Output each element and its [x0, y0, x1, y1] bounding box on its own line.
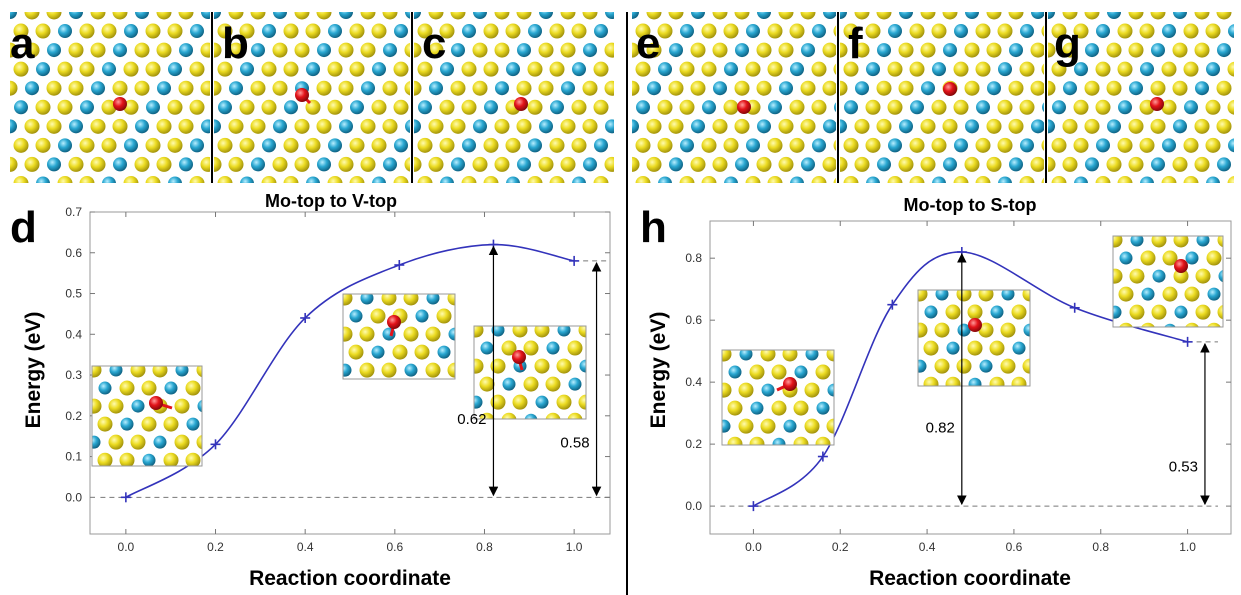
panel-label-e: e [636, 19, 660, 68]
chart-h-ticks: 0.0 0.2 0.4 0.6 0.8 1.0 0.0 0.2 0.4 0.6 0.8 [685, 221, 1231, 554]
data-point-marker [887, 299, 898, 310]
data-point-marker [748, 501, 759, 512]
chart-h: h Mo-top to S-top 0.0 0.2 0.4 0.6 0.8 1.00.00… [640, 195, 1232, 590]
y-tick-label: 0.5 [65, 287, 82, 301]
chart-h-ylabel: Energy (eV) [647, 312, 670, 429]
x-tick-label: 0.2 [832, 540, 849, 554]
y-tick-label: 0.6 [65, 246, 82, 260]
chart-d-reaction-energy-label: 0.58 [560, 435, 589, 452]
inset-d-transition [342, 293, 456, 380]
data-point-marker [569, 255, 580, 266]
y-tick-label: 0.8 [685, 251, 702, 265]
x-tick-label: 0.2 [207, 540, 224, 554]
y-tick-label: 0.0 [685, 499, 702, 513]
panel-label-d: d [10, 203, 37, 252]
x-tick-label: 0.6 [1006, 540, 1023, 554]
data-point-marker [817, 451, 828, 462]
inset-h-initial [721, 349, 835, 446]
x-tick-label: 0.4 [297, 540, 314, 554]
chart-d-barrier-label: 0.62 [457, 411, 486, 428]
inset-h-final [1112, 235, 1224, 328]
chart-d-title: Mo-top to V-top [265, 191, 397, 211]
x-tick-label: 0.6 [386, 540, 403, 554]
lattice-panel-c [414, 12, 614, 183]
lattice-panels [10, 12, 1234, 183]
panel-label-a: a [10, 19, 35, 68]
lattice-panel-f [840, 12, 1044, 183]
data-point-marker [120, 492, 131, 503]
chart-h-reaction-energy-label: 0.53 [1169, 459, 1198, 476]
panel-label-g: g [1054, 19, 1081, 68]
adatom [737, 100, 751, 114]
lattice-panel-e [632, 12, 836, 183]
lattice-panel-b [214, 12, 410, 183]
y-tick-label: 0.4 [685, 375, 702, 389]
y-tick-label: 0.7 [65, 205, 82, 219]
chart-d-frame [89, 211, 611, 535]
chart-d: d Mo-top to V-top 0.0 0.2 0.4 0.6 0.8 1.00.00… [10, 191, 611, 590]
chart-h-frame [709, 220, 1232, 535]
inset-h-transition [917, 289, 1031, 387]
y-tick-label: 0.2 [685, 437, 702, 451]
panel-label-h: h [640, 203, 667, 252]
inset-d-initial [91, 365, 203, 467]
data-point-marker [300, 312, 311, 323]
y-tick-label: 0.6 [685, 313, 702, 327]
y-tick-label: 0.0 [65, 490, 82, 504]
panel-label-c: c [422, 19, 446, 68]
adatom [514, 97, 528, 111]
x-tick-label: 0.0 [745, 540, 762, 554]
panel-label-b: b [222, 19, 249, 68]
chart-h-barrier-label: 0.82 [926, 419, 955, 436]
lattice-panel-a [10, 12, 210, 183]
y-tick-label: 0.4 [65, 327, 82, 341]
y-tick-label: 0.1 [65, 450, 82, 464]
y-tick-label: 0.3 [65, 368, 82, 382]
chart-d-xlabel: Reaction coordinate [249, 567, 451, 590]
data-point-marker [210, 439, 221, 450]
data-point-marker [1182, 336, 1193, 347]
chart-d-points [120, 239, 580, 503]
chart-h-xlabel: Reaction coordinate [869, 567, 1071, 590]
x-tick-label: 0.4 [919, 540, 936, 554]
chart-h-title: Mo-top to S-top [904, 195, 1037, 215]
chart-d-ylabel: Energy (eV) [22, 312, 45, 429]
x-tick-label: 0.8 [476, 540, 493, 554]
data-point-marker [1069, 302, 1080, 313]
adatom [943, 82, 957, 96]
x-tick-label: 0.0 [118, 540, 135, 554]
adatom [1150, 97, 1164, 111]
adatom [295, 88, 309, 102]
x-tick-label: 1.0 [566, 540, 583, 554]
x-tick-label: 1.0 [1179, 540, 1196, 554]
lattice-panel-g [1048, 12, 1234, 183]
adatom [113, 97, 127, 111]
panel-label-f: f [848, 19, 863, 68]
y-tick-label: 0.2 [65, 409, 82, 423]
data-point-marker [394, 259, 405, 270]
x-tick-label: 0.8 [1092, 540, 1109, 554]
inset-d-final [473, 325, 587, 420]
chart-d-ticks: 0.0 0.2 0.4 0.6 0.8 1.0 0.0 0.1 0.2 0.3 0.4 0.5 0.6 0… [65, 205, 610, 554]
